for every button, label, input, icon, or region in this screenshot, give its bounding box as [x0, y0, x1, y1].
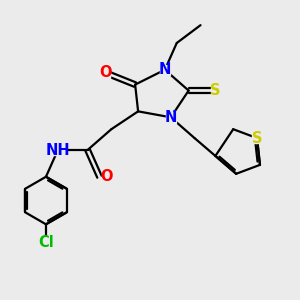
Text: Cl: Cl	[38, 235, 54, 250]
Bar	[50, 145, 66, 155]
Bar	[38, 237, 54, 247]
Text: N: N	[165, 110, 177, 125]
Text: N: N	[159, 62, 171, 77]
Text: S: S	[252, 130, 262, 146]
Bar	[160, 64, 170, 75]
Bar	[102, 172, 112, 182]
Bar	[252, 133, 262, 143]
Bar	[211, 85, 220, 96]
Text: O: O	[99, 65, 112, 80]
Bar	[101, 68, 110, 78]
Text: NH: NH	[46, 142, 70, 158]
Bar	[166, 112, 176, 122]
Text: S: S	[210, 83, 220, 98]
Text: O: O	[101, 169, 113, 184]
